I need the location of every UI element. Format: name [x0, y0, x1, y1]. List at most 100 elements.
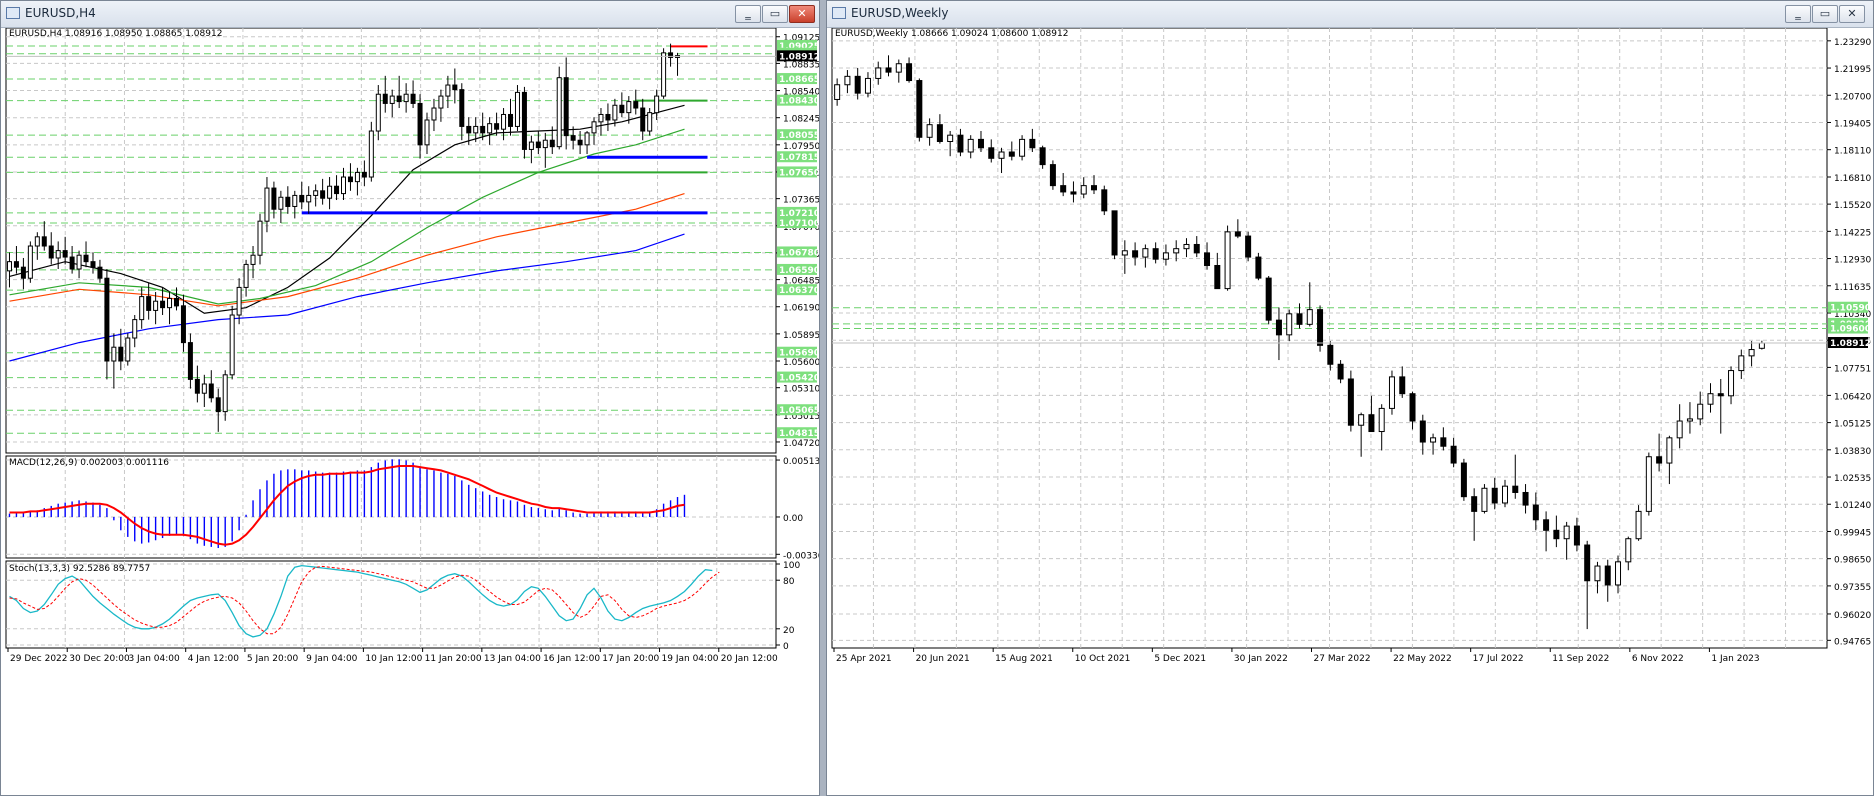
h4-level-label-bg [777, 263, 817, 275]
h4-level-label-bg [777, 206, 817, 218]
restore-button[interactable]: ▭ [1812, 5, 1838, 23]
minimize-button[interactable]: ‗ [1785, 5, 1811, 23]
h4-chart-window[interactable]: EURUSD,H4 ‗ ▭ ✕ 1.09125 1.08835 1.08540 1.0… [0, 0, 820, 796]
weekly-candle-body [1204, 252, 1211, 266]
h4-x-tick-label: 16 Jan 12:00 [543, 654, 600, 664]
weekly-candle-body [1707, 393, 1714, 405]
h4-main-y-tick-label: 1.05600 [783, 358, 819, 368]
close-button[interactable]: ✕ [789, 5, 815, 23]
weekly-candle-body [1666, 437, 1673, 464]
h4-candle-body [438, 95, 444, 109]
h4-candle-body [431, 107, 437, 121]
weekly-main-y-tick-label: 0.98650 [1834, 556, 1871, 566]
h4-candle-body [535, 141, 541, 149]
h4-candle-body [90, 261, 96, 268]
weekly-main-y-tick-label: 1.21995 [1834, 65, 1871, 75]
weekly-x-tick-label: 5 Dec 2021 [1154, 654, 1206, 664]
h4-x-tick-label: 30 Dec 20:00 [69, 654, 130, 664]
weekly-candle-body [1471, 496, 1478, 512]
weekly-candle-body [1306, 309, 1313, 325]
weekly-candle-body [1594, 565, 1601, 582]
h4-candle-body [466, 125, 472, 134]
h4-candle-body [382, 93, 388, 104]
weekly-candle-body [1697, 403, 1704, 420]
weekly-chart-window[interactable]: EURUSD,Weekly ‗ ▭ ✕ 1.23290 1.21995 1.2070… [826, 0, 1874, 796]
h4-candle-body [417, 102, 423, 146]
weekly-main-y-tick-label: 1.19405 [1834, 119, 1871, 129]
weekly-candle-body [875, 67, 882, 79]
macd-label: MACD(12,26,9) 0.002003 0.001116 [9, 458, 169, 468]
weekly-candle-body [1245, 235, 1252, 258]
h4-main-y-tick-label: 1.06485 [783, 277, 819, 287]
h4-current-price-label-bg [777, 50, 817, 62]
h4-candle-body [271, 187, 277, 210]
h4-candle-body [354, 171, 360, 183]
h4-x-tick-label: 17 Jan 20:00 [602, 654, 659, 664]
weekly-candle-body [1584, 544, 1591, 582]
chart-window-icon [832, 7, 846, 19]
weekly-candle-body [1512, 485, 1519, 493]
h4-x-tick-label: 11 Jan 20:00 [425, 654, 482, 664]
weekly-titlebar[interactable]: EURUSD,Weekly ‗ ▭ ✕ [827, 1, 1873, 28]
weekly-x-tick-label: 17 Jul 2022 [1473, 654, 1524, 664]
weekly-candle-body [1296, 313, 1303, 325]
weekly-candle-body [834, 84, 841, 100]
macd-y-tick-label: -0.003366 [783, 551, 819, 561]
macd-y-tick-label: 0.005136 [783, 457, 819, 467]
h4-candle-body [208, 383, 214, 399]
h4-x-tick-label: 4 Jan 12:00 [188, 654, 240, 664]
weekly-candle-body [1337, 363, 1344, 380]
h4-x-tick-label: 9 Jan 04:00 [306, 654, 358, 664]
weekly-main-y-tick-label: 1.03830 [1834, 447, 1871, 457]
weekly-candle-body [1604, 565, 1611, 586]
h4-candle-body [347, 176, 353, 183]
h4-candle-body [570, 135, 576, 141]
h4-level-label-bg [777, 129, 817, 141]
h4-candle-body [236, 286, 242, 316]
h4-candle-body [111, 346, 117, 362]
h4-window-title: EURUSD,H4 [25, 6, 96, 20]
weekly-candle-body [906, 63, 913, 82]
h4-candle-body [257, 220, 263, 256]
h4-level-label-bg [777, 94, 817, 106]
weekly-candle-body [967, 138, 974, 153]
h4-titlebar[interactable]: EURUSD,H4 ‗ ▭ ✕ [1, 1, 819, 28]
h4-x-tick-label: 10 Jan 12:00 [365, 654, 422, 664]
h4-chart-canvas[interactable]: 1.09125 1.08835 1.08540 1.08245 1.07950 1.076… [1, 28, 819, 795]
h4-level-label: 1.09025 [779, 42, 819, 52]
h4-candle-body [62, 250, 68, 258]
minimize-button[interactable]: ‗ [735, 5, 761, 23]
weekly-candle-body [947, 134, 954, 142]
weekly-chart-canvas[interactable]: 1.23290 1.21995 1.20700 1.19405 1.18110 1.168… [827, 28, 1873, 795]
h4-candle-body [661, 52, 667, 97]
close-button[interactable]: ✕ [1839, 5, 1865, 23]
weekly-chart-header: EURUSD,Weekly 1.08666 1.09024 1.08600 1.… [835, 29, 1068, 39]
weekly-candle-body [1101, 189, 1108, 212]
h4-candle-body [549, 139, 555, 148]
macd-y-tick-label: 0.00 [783, 514, 803, 524]
h4-candle-body [180, 305, 186, 344]
h4-candle-body [229, 314, 235, 376]
h4-candle-body [445, 84, 451, 97]
weekly-candle-body [1481, 487, 1488, 512]
h4-candle-body [250, 254, 256, 265]
weekly-candle-body [1491, 487, 1498, 504]
h4-candle-body [285, 196, 291, 207]
weekly-x-tick-label: 30 Jan 2022 [1234, 654, 1288, 664]
h4-candle-body [222, 374, 228, 413]
weekly-main-y-tick-label: 0.97355 [1834, 583, 1871, 593]
weekly-candle-body [926, 124, 933, 138]
h4-candle-body [167, 297, 173, 309]
weekly-candle-body [1049, 164, 1056, 187]
h4-candle-body [334, 185, 340, 195]
h4-candle-body [591, 121, 597, 134]
restore-button[interactable]: ▭ [762, 5, 788, 23]
h4-candle-body [528, 141, 534, 150]
h4-candle-body [542, 139, 548, 149]
h4-level-label: 1.07815 [779, 153, 819, 163]
weekly-main-y-tick-label: 1.10340 [1834, 310, 1871, 320]
h4-candle-body [584, 132, 590, 146]
h4-candle-body [619, 104, 625, 114]
h4-candle-body [410, 93, 416, 104]
weekly-main-y-tick-label: 1.16810 [1834, 174, 1871, 184]
